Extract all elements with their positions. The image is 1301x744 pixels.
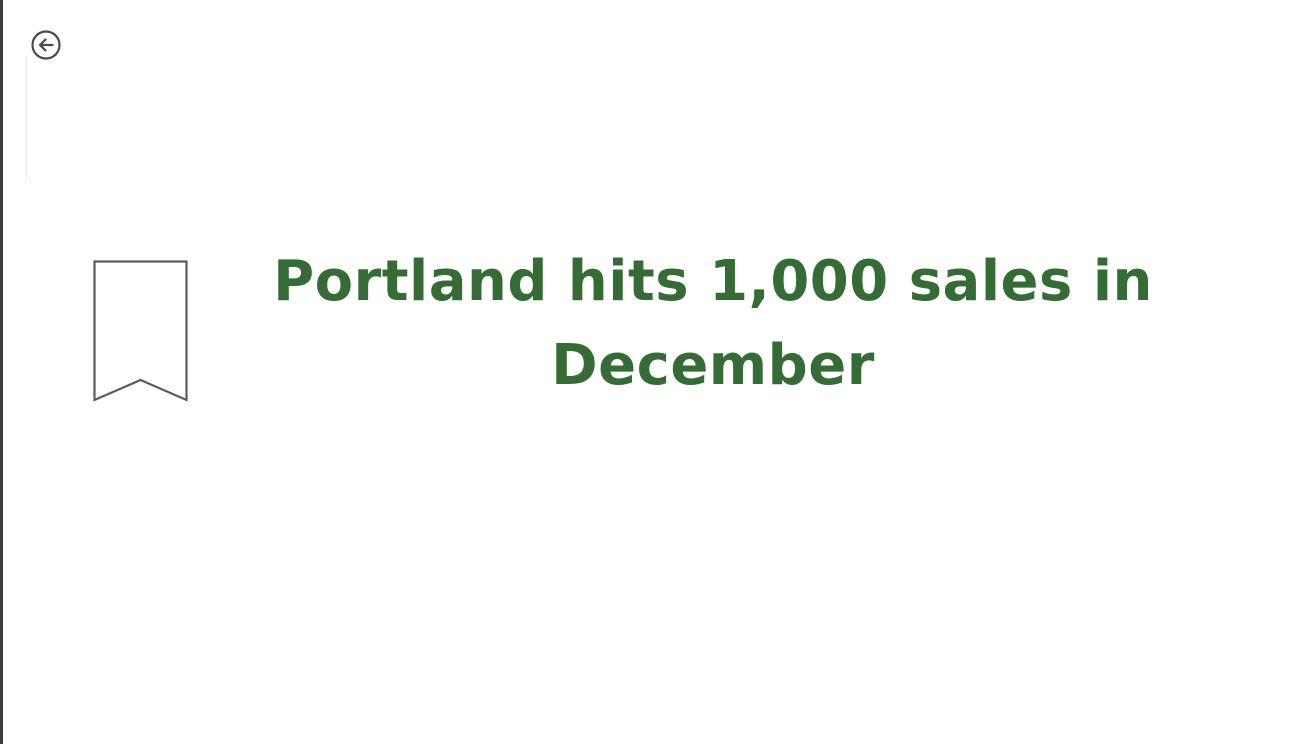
panel-divider (26, 56, 27, 180)
window-left-border (0, 0, 3, 744)
bookmark-icon (93, 260, 188, 402)
back-arrow-circle-icon (31, 30, 61, 60)
back-button[interactable] (29, 28, 63, 62)
page-title: Portland hits 1,000 sales in December (273, 249, 1153, 398)
